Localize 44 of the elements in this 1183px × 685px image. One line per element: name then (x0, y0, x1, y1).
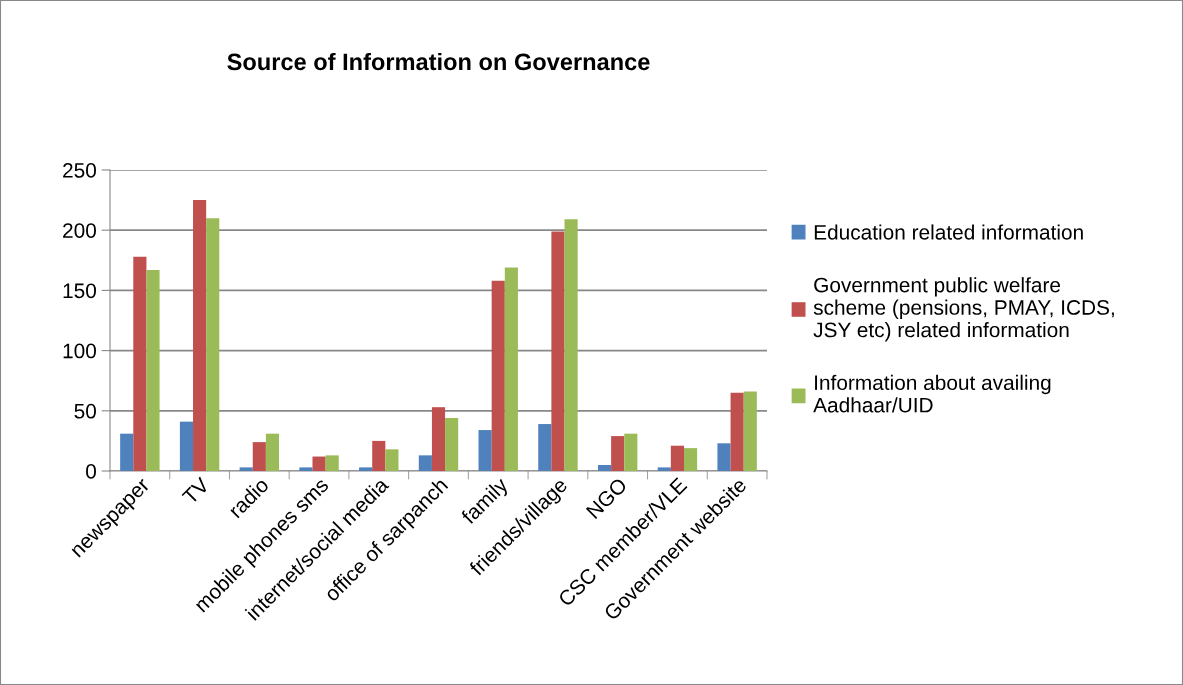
y-tick-label: 150 (63, 283, 96, 299)
bar (239, 467, 253, 471)
bar (743, 391, 757, 471)
bar (730, 392, 744, 471)
x-tick-label: TV (181, 476, 211, 506)
bar (299, 467, 313, 471)
bar (193, 200, 207, 471)
y-tick-label: 100 (63, 343, 96, 359)
bar (265, 433, 280, 471)
bar (624, 433, 638, 471)
legend-label: Information about availing Aadhaar/UID (813, 374, 1051, 413)
y-tick-label: 0 (86, 464, 96, 479)
legend-label: Education related information (814, 224, 1083, 240)
bar (657, 467, 671, 471)
bar (206, 218, 220, 471)
bar (372, 440, 386, 471)
y-tick-label: 50 (74, 403, 96, 419)
bar (611, 436, 625, 471)
bar (120, 433, 134, 471)
bar (359, 467, 373, 471)
bar (478, 430, 492, 471)
bar (133, 256, 147, 471)
chart-title: Source of Information on Governance (227, 52, 650, 71)
y-tick-label: 200 (63, 223, 96, 238)
bar (670, 445, 684, 471)
bar (597, 464, 612, 471)
bar (431, 407, 446, 471)
bar (717, 443, 731, 471)
bar (312, 456, 326, 471)
bar (491, 280, 505, 471)
bar (504, 267, 518, 471)
bar (445, 418, 459, 471)
y-tick-label: 250 (63, 163, 96, 178)
bar (325, 455, 339, 471)
legend-label: Government public welfare scheme (pensions, PMAY, ICDS, JSY etc) related information (813, 277, 1114, 342)
bar (538, 424, 552, 471)
bar (564, 219, 578, 471)
bar (683, 448, 698, 471)
bar (418, 455, 432, 471)
bar (385, 449, 399, 471)
bar (179, 421, 194, 471)
bar (551, 231, 565, 471)
bar (146, 269, 160, 471)
bar (252, 442, 266, 471)
